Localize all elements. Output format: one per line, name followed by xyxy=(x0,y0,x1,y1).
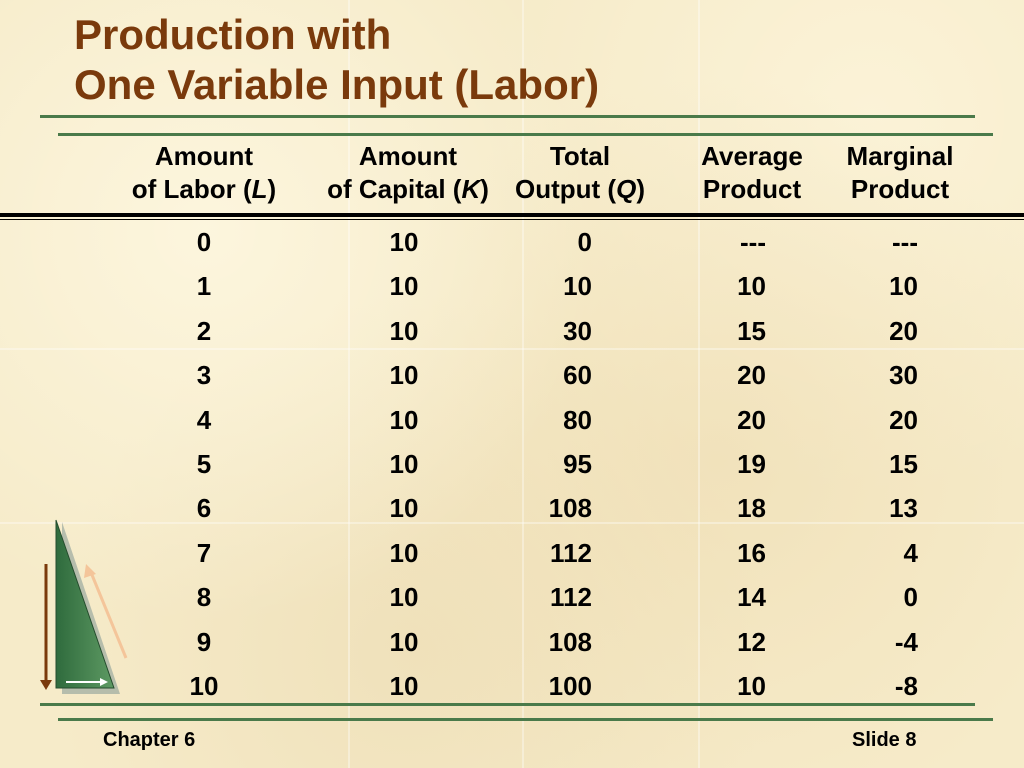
table-cell: 3 xyxy=(196,360,212,391)
table-cell: 10 xyxy=(389,449,419,479)
header-variable: Q xyxy=(616,174,637,204)
header-line-1: Total xyxy=(549,141,611,171)
table-cell: 2 xyxy=(196,315,212,346)
table-cell: 0 xyxy=(903,582,918,613)
header-top-rule xyxy=(58,133,993,136)
texture-line xyxy=(0,522,1024,524)
column-header: Amount of Labor (L) xyxy=(104,140,304,206)
table-cell: 10 xyxy=(389,227,419,257)
column-header: Amount of Capital (K) xyxy=(308,140,508,206)
table-cell: 0 xyxy=(577,227,592,257)
table-cell: 16 xyxy=(737,537,766,568)
column-header: Average Product xyxy=(652,140,852,206)
chapter-label: Chapter 6 xyxy=(103,729,196,751)
table-cell: 10 xyxy=(389,582,419,613)
table-cell: 20 xyxy=(889,315,918,346)
table-cell: 10 xyxy=(563,271,592,302)
header-text: of Labor ( xyxy=(131,174,252,204)
header-text: Product xyxy=(702,174,802,204)
column-header: Marginal Product xyxy=(800,140,1000,206)
slide-title: Production with One Variable Input (Labo… xyxy=(74,10,599,110)
header-line-2: Output (Q) xyxy=(480,173,680,206)
header-text: Product xyxy=(850,174,950,204)
table-cell: 10 xyxy=(389,626,419,657)
table-cell: --- xyxy=(892,227,918,257)
table-cell: 10 xyxy=(389,537,419,568)
table-cell: 13 xyxy=(889,493,918,524)
texture-line xyxy=(348,0,350,768)
bottom-rule xyxy=(40,703,975,706)
header-text: ) xyxy=(480,174,489,204)
table-cell: 1 xyxy=(196,271,212,302)
table-cell: 10 xyxy=(389,493,419,524)
table-cell: 9 xyxy=(196,626,212,657)
table-cell: 18 xyxy=(737,493,766,524)
table-cell: 15 xyxy=(737,315,766,346)
table-cell: 10 xyxy=(737,271,766,302)
table-cell: 10 xyxy=(389,404,419,435)
table-cell: 4 xyxy=(903,537,918,568)
table-cell: 0 xyxy=(196,227,212,257)
title-line-2: One Variable Input (Labor) xyxy=(74,61,600,108)
table-cell: 19 xyxy=(737,449,766,479)
table-cell: 4 xyxy=(196,404,212,435)
header-variable: K xyxy=(461,174,481,204)
table-cell: 112 xyxy=(550,537,592,568)
header-bottom-rule-thin xyxy=(0,219,1024,220)
table-cell: 12 xyxy=(737,626,766,657)
table-cell: 10 xyxy=(389,360,419,391)
header-line-1: Amount xyxy=(154,141,254,171)
header-text: Output ( xyxy=(515,174,617,204)
table-cell: 30 xyxy=(889,360,918,391)
table-cell: 60 xyxy=(563,360,592,391)
header-line-1: Average xyxy=(701,141,803,171)
table-cell: 80 xyxy=(563,404,592,435)
table-cell: 5 xyxy=(196,449,212,479)
header-text: ) xyxy=(636,174,645,204)
header-variable: L xyxy=(251,174,268,204)
table-cell: 108 xyxy=(548,626,592,657)
table-cell: 10 xyxy=(389,315,419,346)
title-line-1: Production with xyxy=(74,11,392,58)
table-cell: -4 xyxy=(894,626,918,657)
header-line-2: Product xyxy=(800,173,1000,206)
footer-rule xyxy=(58,718,993,721)
table-cell: -8 xyxy=(894,671,918,701)
slide-number: Slide 8 xyxy=(852,729,917,751)
table-cell: 14 xyxy=(737,582,766,613)
table-cell: 108 xyxy=(548,493,592,524)
slide-navigation-triangle-icon[interactable] xyxy=(38,518,134,703)
texture-line xyxy=(698,0,700,768)
header-bottom-rule xyxy=(0,213,1024,217)
table-cell: --- xyxy=(740,227,766,257)
header-line-1: Marginal xyxy=(846,141,954,171)
header-line-2: Product xyxy=(652,173,852,206)
texture-line xyxy=(522,0,524,768)
header-text: ) xyxy=(267,174,277,204)
table-cell: 10 xyxy=(189,671,219,701)
table-cell: 100 xyxy=(548,671,592,701)
table-cell: 30 xyxy=(563,315,592,346)
table-cell: 95 xyxy=(563,449,592,479)
table-cell: 6 xyxy=(196,493,212,524)
table-cell: 10 xyxy=(389,671,419,701)
header-text: of Capital ( xyxy=(327,174,462,204)
column-header: Total Output (Q) xyxy=(480,140,680,206)
table-cell: 20 xyxy=(737,360,766,391)
table-cell: 8 xyxy=(196,582,212,613)
top-rule xyxy=(40,115,975,118)
table-cell: 112 xyxy=(550,582,592,613)
table-cell: 20 xyxy=(889,404,918,435)
table-cell: 10 xyxy=(737,671,766,701)
table-cell: 10 xyxy=(889,271,918,302)
header-line-1: Amount xyxy=(358,141,458,171)
header-line-2: of Labor (L) xyxy=(104,173,304,206)
texture-line xyxy=(0,348,1024,350)
table-cell: 7 xyxy=(196,537,212,568)
table-cell: 20 xyxy=(737,404,766,435)
header-line-2: of Capital (K) xyxy=(308,173,508,206)
table-cell: 15 xyxy=(889,449,918,479)
table-cell: 10 xyxy=(389,271,419,302)
